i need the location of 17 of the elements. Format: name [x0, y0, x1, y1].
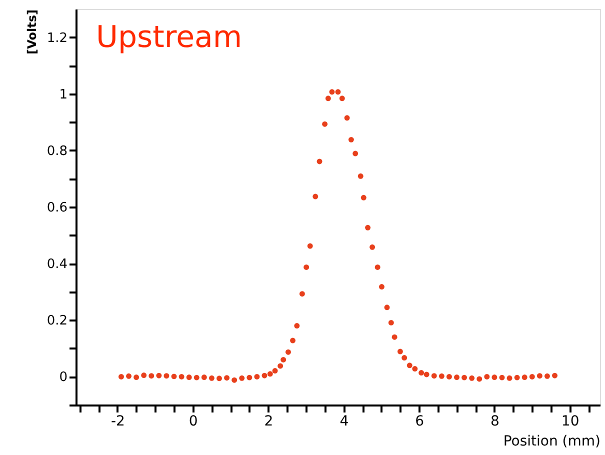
x-tick-label: 2: [264, 414, 274, 430]
y-tick-label: 0.4: [46, 257, 68, 272]
y-tick-label: 1: [59, 87, 68, 102]
y-tick-label: 0.6: [46, 200, 68, 216]
x-tick-label: 8: [490, 414, 500, 430]
x-tick-label: -2: [110, 414, 125, 430]
x-tick-label: 10: [561, 414, 580, 430]
y-tick-label: 1.2: [46, 30, 68, 46]
x-tick-label: 4: [340, 414, 349, 430]
x-tick-label: 0: [188, 414, 198, 430]
y-axis-title: [Volts]: [24, 10, 39, 54]
y-tick-label: 0.2: [46, 314, 68, 329]
x-axis-title: Position (mm): [503, 434, 600, 450]
annotation: Upstream: [96, 20, 242, 55]
y-tick-label: 0: [59, 370, 68, 386]
y-tick-label: 0.8: [46, 144, 68, 159]
x-tick-label: 6: [415, 414, 424, 430]
